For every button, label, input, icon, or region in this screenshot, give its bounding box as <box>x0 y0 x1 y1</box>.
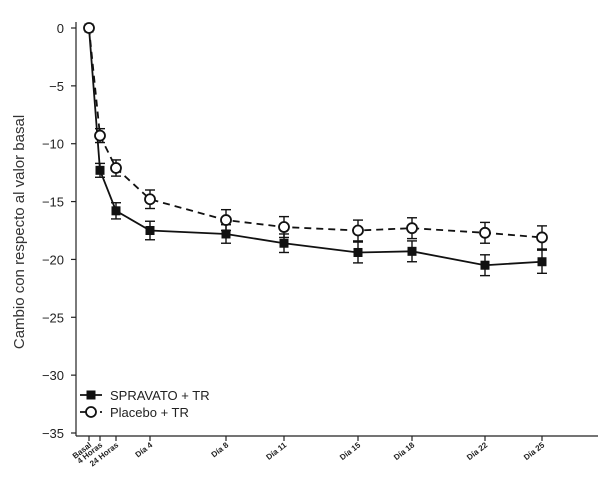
y-tick-label: −5 <box>49 79 64 94</box>
x-tick-label: Día 11 <box>264 440 288 462</box>
data-point <box>145 226 155 235</box>
data-point <box>110 162 122 174</box>
y-tick-label: −35 <box>42 426 64 441</box>
legend: SPRAVATO + TR Placebo + TR <box>80 388 210 420</box>
y-tick-label: −10 <box>42 137 64 152</box>
data-point <box>536 231 548 244</box>
data-point <box>479 226 491 239</box>
x-tick-label: Día 15 <box>338 440 363 462</box>
legend-label-spravato: SPRAVATO + TR <box>110 388 210 403</box>
x-tick-label: Día 18 <box>392 440 417 462</box>
x-tick-label: Día 25 <box>522 440 547 462</box>
legend-label-placebo: Placebo + TR <box>110 405 189 420</box>
data-point <box>220 214 232 226</box>
data-point <box>83 22 95 34</box>
series-line-0 <box>88 27 543 267</box>
y-tick-label: −15 <box>42 195 64 210</box>
data-point <box>144 193 156 206</box>
y-ticks: 0 −5 −10 −15 −20 −25 −30 −35 <box>42 21 76 441</box>
y-tick-label: −25 <box>42 310 64 325</box>
data-point <box>480 260 490 270</box>
legend-marker-placebo <box>85 406 97 418</box>
data-point <box>279 238 289 248</box>
data-point <box>94 129 106 142</box>
data-point <box>278 221 290 233</box>
data-point <box>352 224 364 237</box>
x-tick-label: Día 4 <box>134 440 155 459</box>
x-tick-label: Día 22 <box>465 440 490 462</box>
series-line-1 <box>88 27 543 239</box>
data-point <box>407 246 417 256</box>
data-point <box>221 229 231 239</box>
data-point <box>111 206 121 216</box>
data-point <box>537 257 547 267</box>
y-axis-label: Cambio con respecto al valor basal <box>11 115 28 349</box>
y-tick-label: −30 <box>42 368 64 383</box>
y-tick-label: −20 <box>42 252 64 267</box>
data-point <box>406 222 418 235</box>
legend-marker-spravato <box>86 390 96 400</box>
data-point <box>353 247 363 257</box>
data-point <box>95 165 105 175</box>
y-tick-label: 0 <box>57 21 64 36</box>
series-layer <box>83 22 548 277</box>
x-tick-label: Día 8 <box>210 440 231 459</box>
